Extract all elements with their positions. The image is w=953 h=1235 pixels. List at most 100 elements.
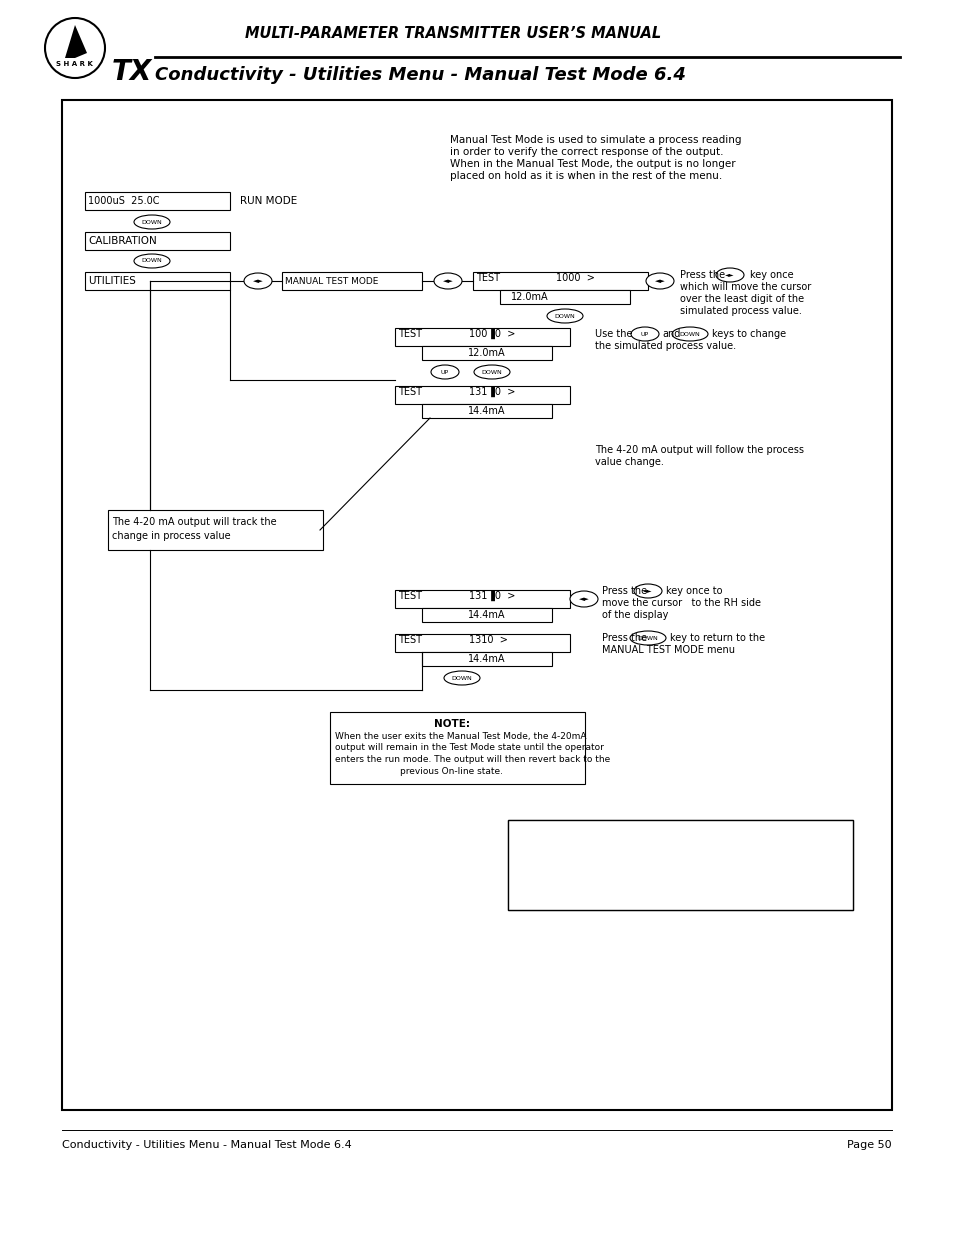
Text: 12.0mA: 12.0mA [468, 348, 505, 358]
Ellipse shape [621, 847, 649, 861]
Ellipse shape [133, 254, 170, 268]
Bar [421, 346, 552, 359]
Bar [421, 404, 552, 417]
Bar [395, 634, 569, 652]
Text: AND: AND [652, 848, 707, 860]
Text: DOWN: DOWN [141, 220, 162, 225]
Circle shape [45, 19, 105, 78]
Text: 12.0mA: 12.0mA [511, 291, 548, 303]
Text: UP: UP [640, 331, 648, 336]
Text: RUN MODE: RUN MODE [651, 874, 708, 884]
Text: placed on hold as it is when in the rest of the menu.: placed on hold as it is when in the rest… [450, 170, 721, 182]
Text: 14.4mA: 14.4mA [468, 406, 505, 416]
Text: TX: TX [112, 58, 152, 86]
Text: DOWN: DOWN [707, 851, 727, 857]
Text: TEST: TEST [397, 387, 421, 396]
Text: UP: UP [440, 369, 449, 374]
Text: Conductivity - Utilities Menu - Manual Test Mode 6.4: Conductivity - Utilities Menu - Manual T… [154, 65, 685, 84]
Text: key once: key once [749, 270, 793, 280]
Bar [507, 820, 852, 910]
Text: previous On-line state.: previous On-line state. [400, 767, 503, 777]
Text: MANUAL TEST MODE menu: MANUAL TEST MODE menu [601, 645, 734, 655]
Text: 100▐0  >: 100▐0 > [469, 329, 515, 340]
Text: PRESS THE: PRESS THE [539, 848, 597, 858]
Bar [507, 820, 852, 910]
Bar [85, 272, 230, 290]
Text: DOWN: DOWN [679, 331, 700, 336]
Bar [421, 652, 552, 666]
Text: TOGETHER TO GO IMMEDIATELY BACK TO: TOGETHER TO GO IMMEDIATELY BACK TO [572, 863, 786, 873]
Ellipse shape [645, 273, 673, 289]
Ellipse shape [598, 846, 625, 860]
Text: 131▐0  >: 131▐0 > [469, 590, 515, 601]
Text: Manual Test Mode is used to simulate a process reading: Manual Test Mode is used to simulate a p… [450, 135, 740, 144]
Text: keys to change: keys to change [711, 329, 785, 338]
Text: DOWN: DOWN [141, 258, 162, 263]
Text: 14.4mA: 14.4mA [468, 610, 505, 620]
Text: DOWN: DOWN [481, 369, 502, 374]
Text: KEYS: KEYS [681, 848, 707, 858]
Text: Use the: Use the [595, 329, 632, 338]
Text: KEYS: KEYS [626, 848, 733, 860]
Text: ◄►: ◄► [253, 278, 263, 284]
Text: NOTE: NOTE [660, 830, 699, 842]
Ellipse shape [443, 671, 479, 685]
Ellipse shape [434, 273, 461, 289]
Bar [282, 272, 421, 290]
Text: ◄►: ◄► [578, 597, 589, 601]
Text: UP: UP [631, 851, 639, 857]
Text: 1000uS  25.0C: 1000uS 25.0C [88, 196, 159, 206]
Text: NOTE:: NOTE: [434, 719, 470, 729]
Ellipse shape [716, 268, 743, 282]
Text: 1310  >: 1310 > [469, 635, 507, 645]
Ellipse shape [629, 631, 665, 645]
Text: Conductivity - Utilities Menu - Manual Test Mode 6.4: Conductivity - Utilities Menu - Manual T… [62, 1140, 352, 1150]
Text: DOWN: DOWN [649, 851, 670, 856]
Bar [507, 820, 852, 910]
Ellipse shape [634, 584, 661, 598]
Text: When the user exits the Manual Test Mode, the 4-20mA: When the user exits the Manual Test Mode… [335, 731, 586, 741]
Bar [395, 590, 569, 608]
Text: Press the: Press the [601, 585, 646, 597]
Text: TEST: TEST [397, 329, 421, 338]
Text: and: and [661, 329, 679, 338]
Ellipse shape [641, 846, 678, 860]
Ellipse shape [700, 847, 735, 861]
Text: CALIBRATION: CALIBRATION [88, 236, 156, 246]
Text: AND: AND [629, 848, 652, 858]
Text: DOWN: DOWN [637, 636, 658, 641]
Bar [85, 232, 230, 249]
Text: output will remain in the Test Mode state until the operator: output will remain in the Test Mode stat… [335, 743, 603, 752]
Ellipse shape [431, 366, 458, 379]
Text: value change.: value change. [595, 457, 663, 467]
Text: key once to: key once to [665, 585, 721, 597]
Ellipse shape [671, 327, 707, 341]
Bar [395, 329, 569, 346]
Text: 1000  >: 1000 > [556, 273, 595, 283]
Text: 14.4mA: 14.4mA [468, 655, 505, 664]
Text: TEST: TEST [397, 592, 421, 601]
Text: key to return to the: key to return to the [669, 634, 764, 643]
Text: MULTI-PARAMETER TRANSMITTER USER’S MANUAL: MULTI-PARAMETER TRANSMITTER USER’S MANUA… [245, 26, 660, 41]
Bar [108, 510, 323, 550]
Bar [330, 713, 584, 784]
Text: over the least digit of the: over the least digit of the [679, 294, 803, 304]
Text: in order to verify the correct response of the output.: in order to verify the correct response … [450, 147, 722, 157]
Bar [473, 272, 647, 290]
Text: the simulated process value.: the simulated process value. [595, 341, 736, 351]
Ellipse shape [133, 215, 170, 228]
Text: Page 50: Page 50 [846, 1140, 891, 1150]
Text: When in the Manual Test Mode, the output is no longer: When in the Manual Test Mode, the output… [450, 159, 735, 169]
Bar [85, 191, 230, 210]
Text: TOGETHER TO GO IMMEDIATELY BACK TO: TOGETHER TO GO IMMEDIATELY BACK TO [572, 861, 786, 871]
Text: UTILITIES: UTILITIES [88, 275, 135, 287]
Ellipse shape [546, 309, 582, 324]
Ellipse shape [569, 592, 598, 606]
Text: UP: UP [607, 851, 616, 856]
Text: which will move the cursor: which will move the cursor [679, 282, 810, 291]
Text: of the display: of the display [601, 610, 668, 620]
Text: NOTE: NOTE [660, 830, 699, 842]
Text: PRESS THE: PRESS THE [651, 848, 708, 860]
Text: MANUAL TEST MODE: MANUAL TEST MODE [285, 277, 378, 285]
Text: Press the: Press the [679, 270, 724, 280]
